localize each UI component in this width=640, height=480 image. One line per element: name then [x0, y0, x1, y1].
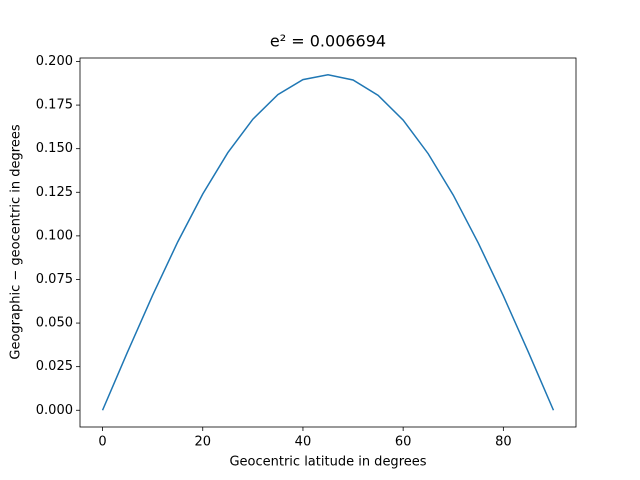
x-tick-label: 20 [194, 435, 211, 450]
y-tick-label: 0.175 [36, 98, 73, 113]
y-tick-label: 0.075 [36, 272, 73, 287]
y-tick-label: 0.150 [36, 141, 73, 156]
y-tick-label: 0.000 [36, 403, 73, 418]
y-axis-label: Geographic − geocentric in degrees [9, 124, 24, 359]
x-tick-label: 40 [295, 435, 312, 450]
chart-title: e² = 0.006694 [270, 32, 386, 51]
y-tick-label: 0.125 [36, 185, 73, 200]
y-tick-label: 0.100 [36, 228, 73, 243]
y-tick-label: 0.200 [36, 54, 73, 69]
x-tick-label: 60 [395, 435, 412, 450]
x-tick-label: 80 [495, 435, 512, 450]
y-tick-label: 0.050 [36, 316, 73, 331]
x-axis-label: Geocentric latitude in degrees [229, 455, 426, 470]
data-line [101, 73, 555, 411]
y-tick-label: 0.025 [36, 359, 73, 374]
axes-frame [79, 57, 577, 428]
x-tick-label: 0 [98, 435, 106, 450]
